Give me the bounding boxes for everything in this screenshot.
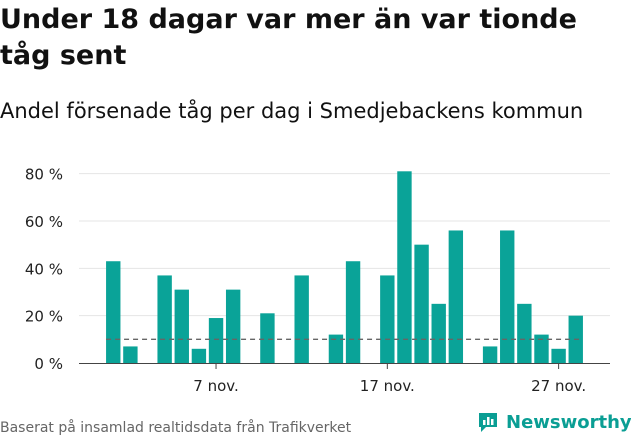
x-tick-label: 7 nov. (193, 377, 238, 395)
y-tick-label: 0 % (34, 355, 63, 373)
newsworthy-logo: Newsworthy (476, 408, 631, 436)
bar (174, 289, 189, 363)
bar (191, 348, 207, 363)
bar (328, 334, 344, 363)
brand-name: Newsworthy (506, 411, 631, 433)
y-tick-label: 60 % (25, 213, 63, 231)
bar (123, 346, 138, 363)
bar (157, 275, 172, 363)
y-tick-label: 40 % (25, 260, 63, 278)
bar (345, 261, 361, 363)
bar (225, 289, 241, 363)
x-tick-label: 17 nov. (360, 377, 415, 395)
newsworthy-icon (479, 413, 497, 432)
bar (500, 230, 515, 363)
bar (397, 171, 412, 363)
x-tick-label: 27 nov. (531, 377, 586, 395)
bar (106, 261, 121, 363)
chart-subtitle: Andel försenade tåg per dag i Smedjeback… (0, 99, 584, 123)
bar (208, 318, 224, 363)
bar (534, 334, 549, 363)
bar (448, 230, 464, 363)
bar (482, 346, 498, 363)
bar (517, 303, 532, 363)
chart-title: Under 18 dagar var mer än var tionde tåg… (0, 4, 577, 71)
bar (551, 348, 566, 363)
y-tick-label: 80 % (25, 166, 63, 184)
bar (380, 275, 395, 363)
bar (431, 303, 446, 363)
bar (294, 275, 309, 363)
bar (260, 313, 275, 363)
bar-chart: 0 % 20 % 40 % 60 % 80 % 7 nov. 17 nov. 27 nov. (25, 166, 610, 395)
bar (414, 244, 429, 363)
source-note: Baserat på insamlad realtidsdata från Tr… (0, 420, 352, 436)
y-tick-label: 20 % (25, 308, 63, 326)
